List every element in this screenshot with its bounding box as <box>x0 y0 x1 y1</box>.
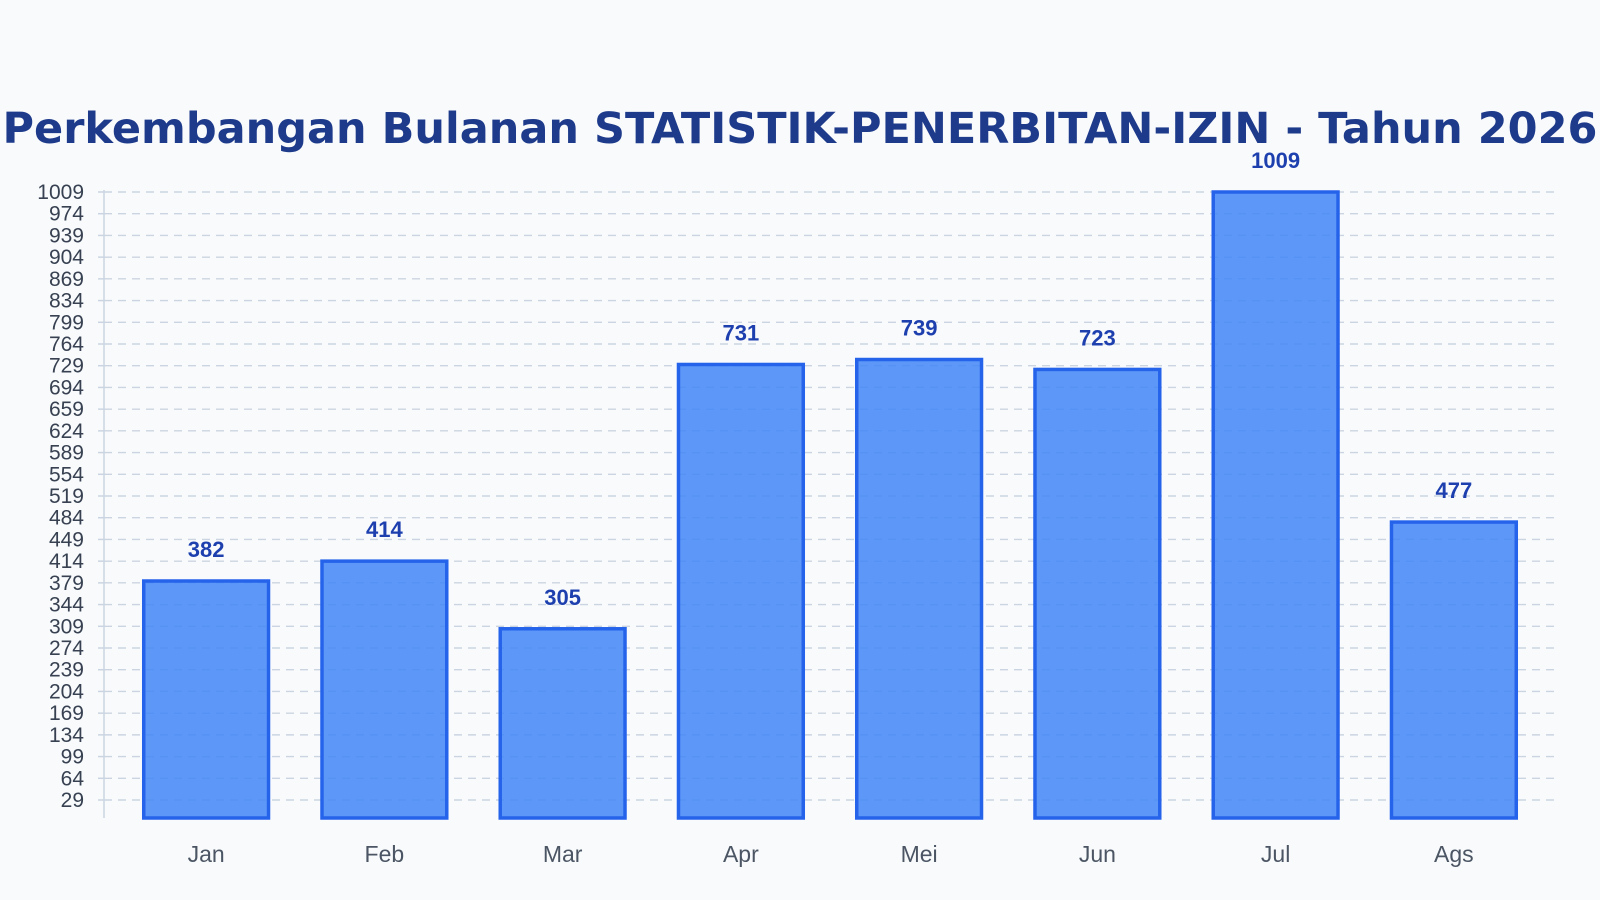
data-label-jun: 723 <box>1079 325 1116 350</box>
y-tick-label: 239 <box>49 659 84 682</box>
bar-jul <box>1211 190 1340 820</box>
y-tick-label: 344 <box>49 594 84 617</box>
y-tick-label: 659 <box>49 398 84 421</box>
x-tick-label-mei: Mei <box>901 841 938 867</box>
x-axis-ticks: Jan Feb Mar Apr Mei Jun Jul Ags <box>188 841 1474 867</box>
x-tick-label-jul: Jul <box>1261 841 1290 867</box>
bar-feb <box>320 559 449 820</box>
data-label-ags: 477 <box>1436 478 1473 503</box>
y-tick-label: 694 <box>49 376 84 399</box>
y-tick-label: 1009 <box>37 181 84 204</box>
y-tick-label: 309 <box>49 615 84 638</box>
y-tick-label: 64 <box>61 767 85 790</box>
y-axis-ticks: 2964991341692042392743093443794144494845… <box>37 181 104 812</box>
bar-mei <box>854 357 984 820</box>
bar-ags <box>1389 520 1519 820</box>
data-label-mar: 305 <box>544 585 581 610</box>
y-tick-label: 764 <box>49 333 84 356</box>
y-tick-label: 484 <box>49 507 84 530</box>
y-tick-label: 379 <box>49 572 84 595</box>
data-label-mei: 739 <box>901 316 938 341</box>
data-label-jan: 382 <box>188 537 225 562</box>
y-tick-label: 414 <box>49 550 84 573</box>
bar-jan <box>141 579 271 820</box>
y-tick-label: 274 <box>49 637 84 660</box>
y-tick-label: 134 <box>49 724 84 747</box>
bars <box>141 190 1519 820</box>
y-tick-label: 29 <box>61 789 84 812</box>
y-tick-label: 589 <box>49 442 84 465</box>
y-tick-label: 204 <box>49 680 84 703</box>
y-tick-label: 624 <box>49 420 84 443</box>
y-tick-label: 869 <box>49 268 84 291</box>
y-tick-label: 834 <box>49 290 84 313</box>
x-tick-label-apr: Apr <box>723 841 759 867</box>
x-tick-label-feb: Feb <box>365 841 405 867</box>
y-tick-label: 904 <box>49 246 84 269</box>
y-tick-label: 939 <box>49 224 84 247</box>
data-label-jul: 1009 <box>1251 148 1300 173</box>
bar-apr <box>676 362 806 820</box>
y-tick-label: 99 <box>61 746 84 769</box>
y-tick-label: 519 <box>49 485 84 508</box>
y-tick-label: 729 <box>49 355 84 378</box>
x-tick-label-jan: Jan <box>188 841 225 867</box>
y-tick-label: 799 <box>49 311 84 334</box>
y-tick-label: 169 <box>49 702 84 725</box>
x-tick-label-ags: Ags <box>1434 841 1474 867</box>
x-tick-label-jun: Jun <box>1079 841 1116 867</box>
data-label-feb: 414 <box>366 517 403 542</box>
data-label-apr: 731 <box>723 320 760 345</box>
chart-title: Perkembangan Bulanan STATISTIK-PENERBITA… <box>3 104 1598 154</box>
bar-jun <box>1033 367 1162 820</box>
data-labels: 382 414 305 731 739 723 1009 477 <box>188 148 1472 610</box>
x-tick-label-mar: Mar <box>543 841 583 867</box>
y-tick-label: 554 <box>49 463 84 486</box>
y-tick-label: 974 <box>49 203 84 226</box>
y-tick-label: 449 <box>49 528 84 551</box>
bar-mar <box>498 627 627 820</box>
